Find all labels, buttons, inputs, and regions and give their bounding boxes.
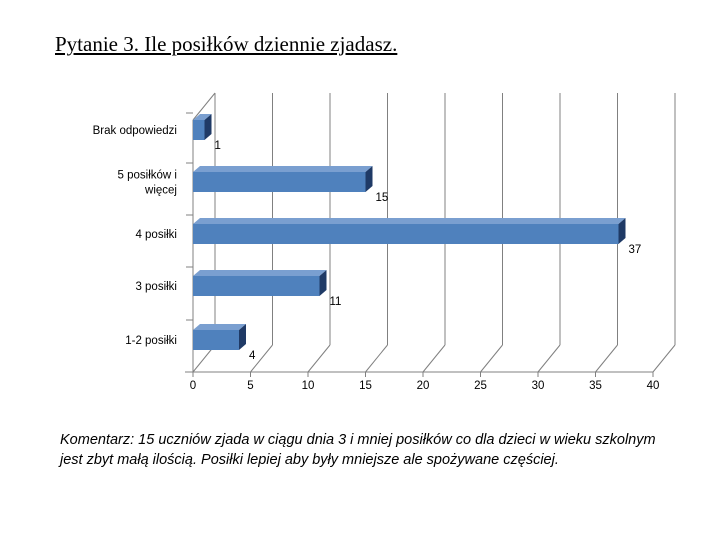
bar-top	[193, 114, 212, 120]
bar-top	[193, 218, 626, 224]
bar-top	[193, 166, 373, 172]
bar-top	[193, 324, 246, 330]
floor-line	[537, 344, 561, 373]
bar	[193, 166, 373, 192]
category-label: 4 posiłki	[135, 229, 177, 241]
data-label: 4	[249, 350, 256, 362]
floor-line	[652, 344, 676, 373]
bar-front	[193, 172, 366, 192]
bar	[193, 218, 626, 244]
floor-line	[365, 344, 388, 373]
x-tick-label: 15	[359, 380, 372, 392]
bar-top	[193, 270, 327, 276]
x-tick-label: 10	[302, 380, 315, 392]
floor-line	[422, 344, 446, 373]
x-tick-label: 35	[589, 380, 602, 392]
x-tick-label: 25	[474, 380, 487, 392]
slide-title: Pytanie 3. Ile posiłków dziennie zjadasz…	[55, 32, 398, 56]
chart-axes	[185, 92, 654, 377]
category-label: 3 posiłki	[135, 281, 177, 293]
bar-front	[193, 120, 205, 140]
category-label: Brak odpowiedzi	[93, 125, 177, 137]
bar-side	[365, 166, 373, 192]
floor-line	[595, 344, 618, 373]
bar-front	[193, 276, 320, 296]
bar-side	[239, 324, 246, 350]
comment-text: Komentarz: 15 uczniów zjada w ciągu dnia…	[60, 432, 656, 468]
category-label: 1-2 posiłki	[125, 335, 177, 347]
data-label: 15	[376, 192, 389, 204]
category-label: 5 posiłków i więcej	[118, 170, 177, 197]
bar-side	[204, 114, 212, 140]
chart-bars	[193, 114, 626, 350]
x-tick-label: 0	[190, 380, 196, 392]
bar-side	[319, 270, 327, 296]
bar-side	[618, 218, 626, 244]
floor-line	[307, 344, 331, 373]
data-label: 1	[215, 140, 221, 152]
bar-front	[193, 224, 619, 244]
x-tick-label: 40	[647, 380, 660, 392]
bar	[193, 114, 212, 140]
x-tick-label: 5	[247, 380, 253, 392]
side-wall-top	[192, 92, 216, 121]
bar	[193, 270, 327, 296]
floor-line	[250, 344, 273, 373]
x-tick-label: 30	[532, 380, 545, 392]
chart-labels: 0 5 10 15 20 25 30 35 40 1 Brak odpowiedzi 15 5 posi…	[93, 125, 660, 392]
x-tick-label: 20	[417, 380, 430, 392]
data-label: 11	[330, 296, 342, 308]
data-label: 37	[629, 244, 642, 256]
floor-line	[480, 344, 503, 373]
bar	[193, 324, 246, 350]
bar-front	[193, 330, 239, 350]
